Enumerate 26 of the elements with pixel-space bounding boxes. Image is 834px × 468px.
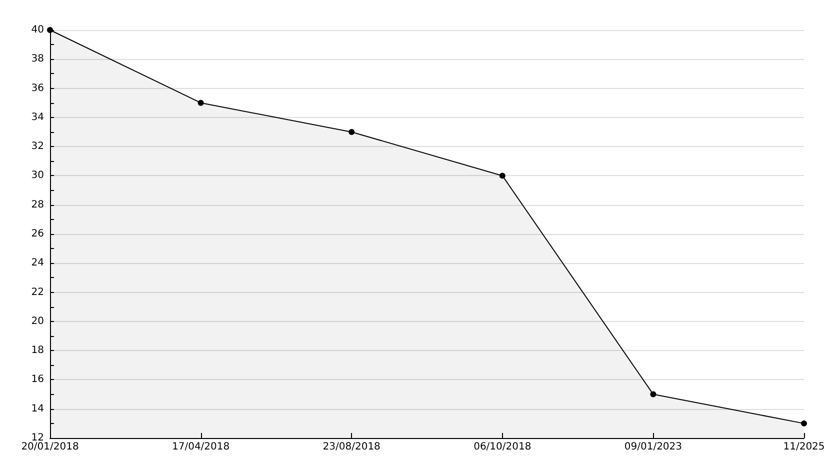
point <box>198 100 204 106</box>
y-tick-label: 34 <box>31 112 44 123</box>
point <box>801 420 807 426</box>
x-tick-label: 06/10/2018 <box>474 442 532 452</box>
x-tick-label: 11/2025 <box>783 442 825 452</box>
x-tick-label: 23/08/2018 <box>322 442 380 452</box>
y-tick-label: 38 <box>31 54 44 65</box>
y-tick-label: 20 <box>31 316 44 327</box>
point <box>348 129 355 135</box>
x-tick-label: 20/01/2018 <box>21 442 79 452</box>
y-tick-label: 32 <box>31 141 44 152</box>
x-tick-label: 17/04/2018 <box>172 442 230 452</box>
y-tick-label: 22 <box>31 286 44 298</box>
y-tick-label: 30 <box>31 170 44 182</box>
y-tick-label: 40 <box>31 24 44 36</box>
y-tick-label: 24 <box>31 258 44 269</box>
y-tick-label: 18 <box>31 345 44 356</box>
y-tick-label: 28 <box>31 199 44 210</box>
y-tick-label: 12 <box>31 432 44 444</box>
point <box>499 172 506 179</box>
point <box>650 391 656 398</box>
y-tick-label: 14 <box>31 403 44 414</box>
y-tick-label: 36 <box>31 82 44 94</box>
y-tick-label: 26 <box>31 228 44 240</box>
y-tick-label: 16 <box>31 374 44 386</box>
x-tick-label: 09/01/2023 <box>624 442 682 452</box>
